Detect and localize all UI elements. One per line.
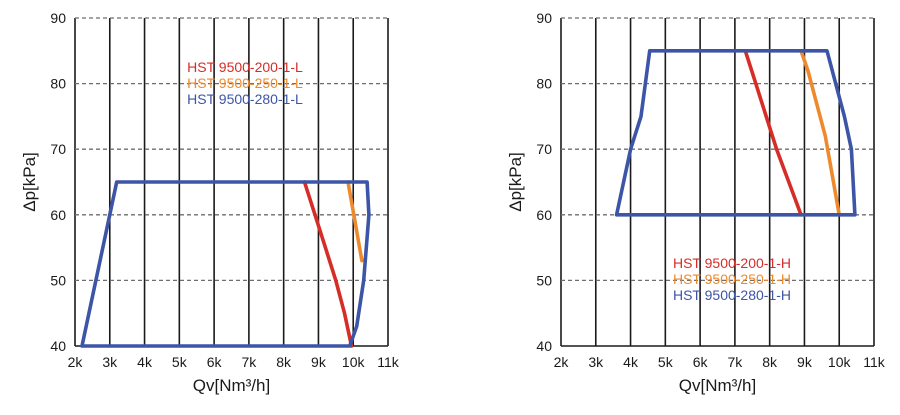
x-tick-label: 11k — [377, 354, 400, 370]
y-tick-label: 90 — [50, 10, 66, 26]
x-tick-label: 7k — [727, 354, 743, 370]
y-axis-label: Δp[kPa] — [506, 152, 525, 212]
x-tick-label: 2k — [68, 354, 84, 370]
chart-panel-2: 2k 3k 4k 5k 6k 7k 8k 9k 10k 11k 40 50 60 70 80 90 Qv[Nm³… — [506, 10, 886, 395]
series-line-3 — [80, 180, 371, 348]
x-tick-label: 6k — [207, 354, 223, 370]
x-tick-label: 10k — [828, 354, 852, 370]
y-tick-label: 40 — [536, 338, 552, 354]
x-tick-label: 5k — [172, 354, 188, 370]
x-tick-label: 11k — [863, 354, 886, 370]
y-tick-label: 80 — [536, 76, 552, 92]
legend-entry-3: HST 9500-280-1-H — [673, 287, 791, 303]
y-axis-label: Δp[kPa] — [20, 152, 39, 212]
series-line-1 — [743, 48, 803, 217]
y-tick-label: 90 — [536, 10, 552, 26]
x-tick-label: 8k — [762, 354, 778, 370]
series-line-2 — [346, 180, 364, 263]
y-tick-label: 60 — [536, 207, 552, 223]
y-tick-label: 70 — [50, 141, 66, 157]
chart-panel-1: 2k 3k 4k 5k 6k 7k 8k 9k 10k 11k 40 50 60 70 80 90 Qv[Nm³… — [20, 10, 400, 395]
x-tick-label: 8k — [276, 354, 292, 370]
x-axis-label: Qv[Nm³/h] — [679, 376, 756, 395]
x-tick-label: 10k — [342, 354, 366, 370]
x-tick-label: 3k — [102, 354, 118, 370]
legend-entry-1: HST 9500-200-1-H — [673, 255, 791, 271]
x-tick-label: 6k — [693, 354, 709, 370]
y-tick-label: 60 — [50, 207, 66, 223]
y-tick-label: 40 — [50, 338, 66, 354]
legend-entry-2: HST 9500-250-1-L — [187, 75, 303, 91]
series-line-2 — [799, 48, 842, 217]
x-tick-label: 2k — [554, 354, 570, 370]
legend-entry-1: HST 9500-200-1-L — [187, 59, 303, 75]
x-tick-label: 5k — [658, 354, 674, 370]
x-tick-label: 9k — [311, 354, 327, 370]
legend-entry-3: HST 9500-280-1-L — [187, 91, 303, 107]
legend-entry-2: HST 9500-250-1-H — [673, 271, 791, 287]
y-tick-label: 50 — [50, 272, 66, 288]
x-tick-label: 4k — [137, 354, 153, 370]
x-tick-label: 9k — [797, 354, 813, 370]
x-tick-label: 4k — [623, 354, 639, 370]
y-tick-label: 80 — [50, 76, 66, 92]
series-line-1 — [302, 180, 354, 348]
series-line-3 — [614, 48, 857, 217]
x-tick-label: 7k — [241, 354, 257, 370]
x-tick-label: 3k — [588, 354, 604, 370]
x-axis-label: Qv[Nm³/h] — [193, 376, 270, 395]
y-tick-label: 50 — [536, 272, 552, 288]
y-tick-label: 70 — [536, 141, 552, 157]
